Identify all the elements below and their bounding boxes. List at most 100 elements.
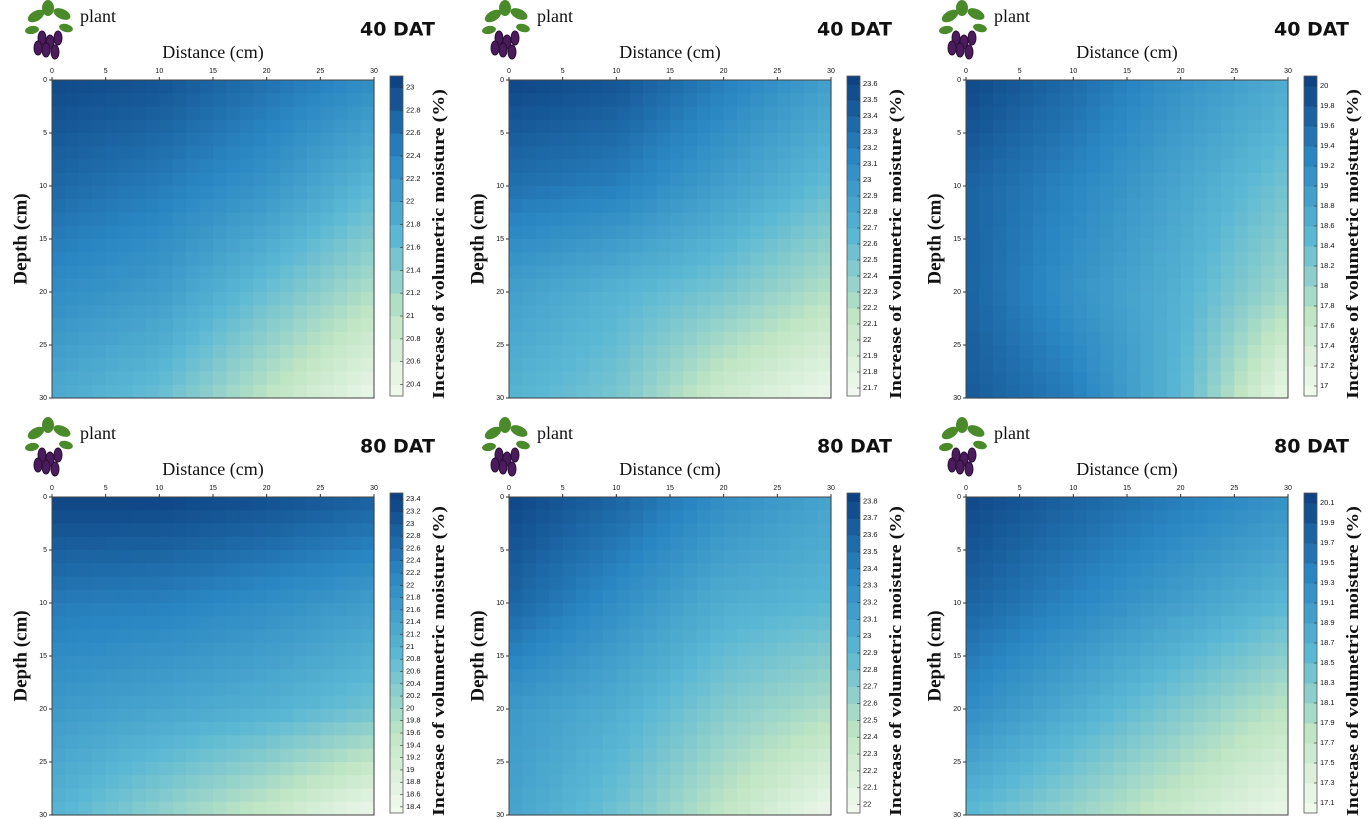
contour-cell xyxy=(1221,133,1235,147)
contour-cell xyxy=(106,292,120,306)
contour-cell xyxy=(590,524,604,538)
contour-cell xyxy=(1275,749,1289,763)
contour-cell xyxy=(1073,80,1087,94)
contour-cell xyxy=(818,775,832,789)
contour-cell xyxy=(267,332,281,346)
contour-cell xyxy=(1194,524,1208,538)
contour-cell xyxy=(1033,266,1047,280)
contour-cell xyxy=(979,683,993,697)
contour-cell xyxy=(1221,292,1235,306)
contour-cell xyxy=(966,173,980,187)
contour-cell xyxy=(603,332,617,346)
contour-cell xyxy=(670,775,684,789)
colorbar-tick-label: 23.6 xyxy=(863,79,878,88)
contour-cell xyxy=(146,722,160,736)
contour-cell xyxy=(92,345,106,359)
contour-cell xyxy=(133,789,147,803)
x-tick-label: 0 xyxy=(964,485,968,492)
contour-cell xyxy=(1275,319,1289,333)
contour-cell xyxy=(200,160,214,174)
contour-cell xyxy=(1221,372,1235,386)
contour-cell xyxy=(979,643,993,657)
contour-cell xyxy=(683,749,697,763)
contour-cell xyxy=(347,345,361,359)
contour-cell xyxy=(240,762,254,776)
contour-cell xyxy=(320,616,334,630)
contour-cell xyxy=(576,385,590,399)
contour-cell xyxy=(616,656,630,670)
contour-cell xyxy=(280,133,294,147)
contour-cell xyxy=(1221,226,1235,240)
contour-cell xyxy=(334,497,348,511)
colorbar-tick-label: 23.5 xyxy=(863,547,878,556)
contour-cell xyxy=(1181,802,1195,816)
contour-cell xyxy=(697,279,711,293)
contour-cell xyxy=(133,160,147,174)
contour-cell xyxy=(710,213,724,227)
contour-cell xyxy=(536,802,550,816)
contour-cell xyxy=(737,332,751,346)
contour-cell xyxy=(670,709,684,723)
contour-cell xyxy=(1248,186,1262,200)
contour-cell xyxy=(1234,358,1248,372)
contour-cell xyxy=(966,133,980,147)
contour-cell xyxy=(1181,656,1195,670)
contour-cell xyxy=(146,173,160,187)
contour-cell xyxy=(240,345,254,359)
contour-cell xyxy=(361,789,375,803)
contour-cell xyxy=(1087,133,1101,147)
contour-cell xyxy=(280,266,294,280)
contour-cell xyxy=(347,563,361,577)
contour-cell xyxy=(1248,550,1262,564)
contour-cell xyxy=(576,656,590,670)
contour-cell xyxy=(697,696,711,710)
contour-cell xyxy=(1248,226,1262,240)
contour-cell xyxy=(1140,775,1154,789)
contour-cell xyxy=(1020,120,1034,134)
contour-cell xyxy=(979,213,993,227)
contour-cell xyxy=(1100,683,1114,697)
contour-cell xyxy=(522,107,536,121)
contour-cell xyxy=(804,358,818,372)
contour-cell xyxy=(133,385,147,399)
x-tick-label: 25 xyxy=(1230,485,1238,492)
contour-cell xyxy=(79,616,93,630)
contour-cell xyxy=(683,266,697,280)
contour-cell xyxy=(657,497,671,511)
contour-cell xyxy=(1100,358,1114,372)
colorbar-tick-label: 22 xyxy=(406,580,414,589)
colorbar-segment xyxy=(390,610,403,623)
contour-cell xyxy=(52,93,66,107)
contour-cell xyxy=(777,372,791,386)
contour-cell xyxy=(576,160,590,174)
contour-cell xyxy=(590,372,604,386)
contour-cell xyxy=(576,199,590,213)
contour-cell xyxy=(280,239,294,253)
contour-cell xyxy=(133,749,147,763)
contour-cell xyxy=(522,603,536,617)
contour-cell xyxy=(791,292,805,306)
contour-cell xyxy=(1248,603,1262,617)
contour-cell xyxy=(320,749,334,763)
contour-cell xyxy=(522,722,536,736)
contour-cell xyxy=(710,775,724,789)
fruit xyxy=(54,448,62,462)
colorbar-tick-label: 23.5 xyxy=(863,95,878,104)
contour-cell xyxy=(630,775,644,789)
contour-cell xyxy=(1167,524,1181,538)
colorbar-tick-label: 22.5 xyxy=(863,255,878,264)
contour-cell xyxy=(751,696,765,710)
y-tick-label: 25 xyxy=(39,759,47,766)
contour-cell xyxy=(146,186,160,200)
contour-cell xyxy=(1087,762,1101,776)
contour-cell xyxy=(253,590,267,604)
contour-cell xyxy=(240,563,254,577)
contour-cell xyxy=(1248,345,1262,359)
contour-cell xyxy=(764,186,778,200)
contour-cell xyxy=(267,736,281,750)
contour-cell xyxy=(603,643,617,657)
colorbar-tick-label: 18.5 xyxy=(1320,658,1335,667)
contour-cell xyxy=(186,630,200,644)
contour-cell xyxy=(522,199,536,213)
contour-cell xyxy=(226,669,240,683)
